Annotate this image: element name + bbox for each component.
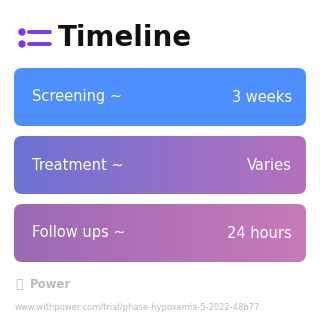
Text: Screening ~: Screening ~ xyxy=(32,90,122,105)
Text: Treatment ~: Treatment ~ xyxy=(32,158,124,173)
Circle shape xyxy=(19,41,25,47)
Text: www.withpower.com/trial/phase-hypoxemia-5-2022-48b77: www.withpower.com/trial/phase-hypoxemia-… xyxy=(15,303,260,313)
Text: 24 hours: 24 hours xyxy=(227,226,292,240)
Circle shape xyxy=(19,29,25,35)
Text: 3 weeks: 3 weeks xyxy=(232,90,292,105)
Text: ␧: ␧ xyxy=(15,279,22,291)
Text: Varies: Varies xyxy=(247,158,292,173)
Text: Power: Power xyxy=(30,279,71,291)
Text: Follow ups ~: Follow ups ~ xyxy=(32,226,126,240)
Text: Timeline: Timeline xyxy=(58,24,192,52)
